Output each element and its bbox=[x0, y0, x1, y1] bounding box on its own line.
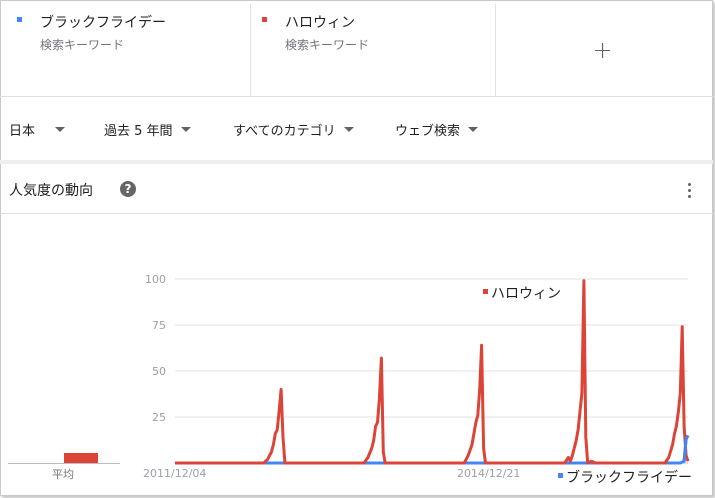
region-dropdown[interactable]: 日本 bbox=[9, 118, 66, 140]
legend-label-black-friday: ブラックフライデー bbox=[566, 469, 692, 486]
legend-swatch-black-friday bbox=[558, 473, 563, 478]
term-name: ハロウィン bbox=[285, 15, 355, 31]
legend-label-halloween: ハロウィン bbox=[491, 286, 561, 302]
term-type: 検索キーワード bbox=[285, 38, 370, 52]
period-label: 過去 5 年間 bbox=[104, 123, 173, 139]
section-divider bbox=[0, 160, 713, 164]
period-dropdown[interactable]: 過去 5 年間 bbox=[104, 118, 191, 140]
series-line-black-friday-tail bbox=[682, 434, 690, 462]
y-tick-label: 50 bbox=[152, 365, 166, 378]
add-comparison-button[interactable]: + bbox=[496, 4, 709, 96]
category-label: すべてのカテゴリ bbox=[233, 123, 336, 139]
more-vert-icon[interactable] bbox=[688, 183, 692, 199]
y-tick-label: 100 bbox=[145, 273, 166, 286]
y-tick-label: 25 bbox=[152, 411, 166, 424]
divider bbox=[0, 96, 713, 97]
category-dropdown[interactable]: すべてのカテゴリ bbox=[233, 118, 354, 140]
filter-bar: 日本 過去 5 年間 すべてのカテゴリ ウェブ検索 bbox=[0, 112, 713, 146]
term-type: 検索キーワード bbox=[40, 38, 125, 52]
term-card-black-friday[interactable]: ブラックフライデー 検索キーワード bbox=[6, 4, 251, 96]
series-color-swatch bbox=[262, 17, 267, 22]
series-color-swatch bbox=[17, 17, 22, 22]
chevron-down-icon bbox=[180, 126, 191, 132]
term-name: ブラックフライデー bbox=[40, 15, 166, 31]
chevron-down-icon bbox=[55, 126, 66, 132]
help-icon[interactable]: ? bbox=[120, 181, 136, 197]
region-label: 日本 bbox=[9, 123, 36, 139]
x-tick-label: 2011/12/04 bbox=[143, 467, 206, 480]
x-tick-label: 2014/12/21 bbox=[457, 467, 520, 480]
average-bar-halloween bbox=[64, 453, 98, 463]
chevron-down-icon bbox=[343, 126, 354, 132]
legend-swatch-halloween bbox=[483, 289, 488, 294]
chevron-down-icon bbox=[468, 126, 479, 132]
card-title: 人気度の動向 bbox=[9, 183, 93, 199]
divider bbox=[0, 213, 713, 214]
search-type-label: ウェブ検索 bbox=[395, 123, 461, 139]
series-line-halloween bbox=[175, 279, 690, 465]
series-line-black-friday bbox=[175, 434, 690, 465]
average-label: 平均 bbox=[52, 468, 74, 481]
average-baseline bbox=[8, 463, 120, 464]
search-terms-bar: ブラックフライデー 検索キーワード ハロウィン 検索キーワード + bbox=[6, 4, 709, 96]
search-type-dropdown[interactable]: ウェブ検索 bbox=[395, 118, 479, 140]
plus-icon: + bbox=[592, 36, 613, 64]
y-tick-label: 75 bbox=[152, 319, 166, 332]
term-card-halloween[interactable]: ハロウィン 検索キーワード bbox=[251, 4, 496, 96]
